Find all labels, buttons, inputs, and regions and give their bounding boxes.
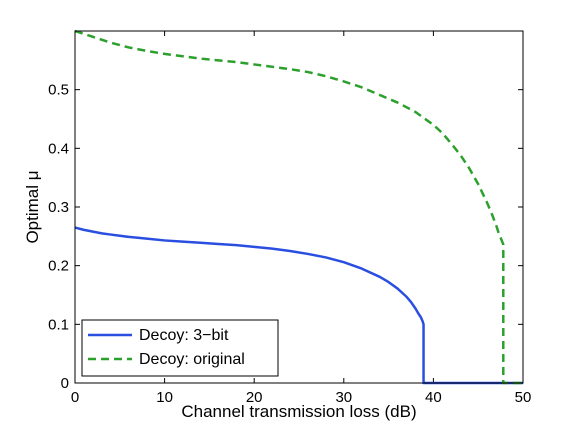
x-axis-label: Channel transmission loss (dB) (181, 402, 416, 421)
tick-labels: 0 10 20 30 40 50 0 0.1 0.2 0.3 0.4 0.5 (48, 82, 531, 406)
series-line-decoy-original (74, 29, 523, 385)
legend-label-decoy-original: Decoy: original (139, 351, 245, 368)
y-tick-label: 0.3 (48, 199, 69, 216)
plot-frame (74, 30, 524, 384)
x-tick-label: 20 (246, 389, 263, 406)
x-tick-label: 40 (425, 389, 442, 406)
series-line-decoy-3bit (74, 226, 523, 385)
y-tick-label: 0.1 (48, 316, 69, 333)
y-tick-label: 0.4 (48, 140, 69, 157)
x-tick-label: 30 (335, 389, 352, 406)
y-tick-label: 0.2 (48, 258, 69, 275)
legend: Decoy: 3−bit Decoy: original (81, 319, 279, 377)
series-lines (74, 29, 523, 385)
x-tick-label: 10 (156, 389, 173, 406)
x-tick-label: 0 (71, 389, 79, 406)
y-tick-label: 0.5 (48, 82, 69, 99)
legend-box (81, 319, 279, 377)
y-tick-label: 0 (61, 375, 69, 392)
x-tick-label: 50 (515, 389, 532, 406)
legend-label-decoy-3bit: Decoy: 3−bit (139, 327, 229, 344)
y-axis-label: Optimal μ (23, 170, 42, 243)
